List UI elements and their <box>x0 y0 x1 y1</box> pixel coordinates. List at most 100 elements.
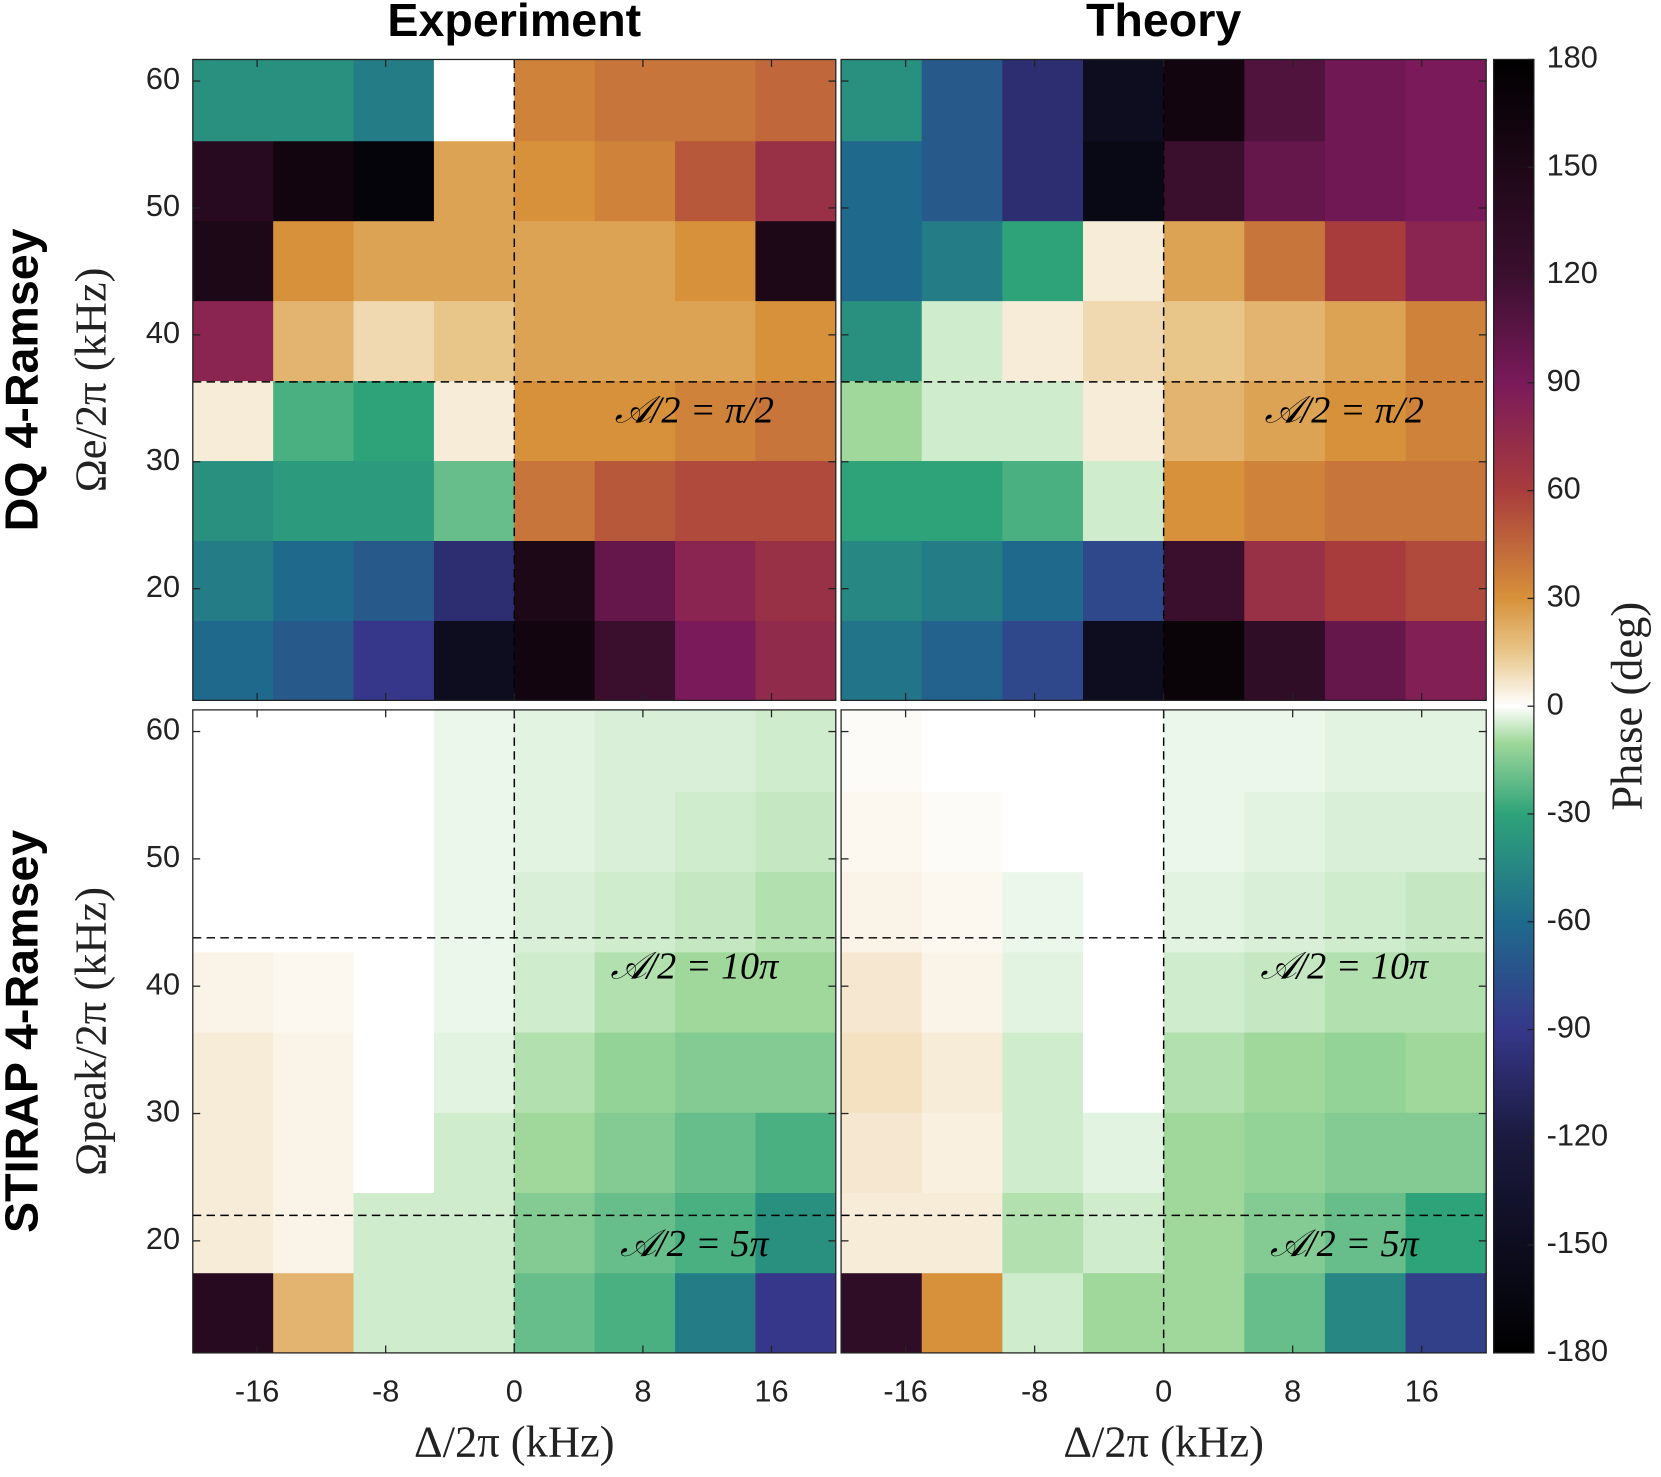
cell <box>1002 220 1084 302</box>
cell <box>1083 620 1165 701</box>
cell <box>1163 1112 1245 1193</box>
cell <box>1002 951 1084 1033</box>
cell <box>514 540 596 621</box>
cell <box>1163 300 1245 382</box>
cell <box>353 460 435 541</box>
y-axis-label: Ωe/2π (kHz) <box>66 268 116 493</box>
y-axis-label: Ωpeak/2π (kHz) <box>66 887 116 1176</box>
cell <box>921 300 1003 382</box>
y-tick-label: 20 <box>146 1221 180 1256</box>
cell <box>675 300 756 382</box>
cell <box>192 871 274 953</box>
cell <box>1163 620 1245 701</box>
cell <box>755 540 836 621</box>
cell <box>514 59 596 142</box>
cell <box>1083 1272 1165 1353</box>
cell <box>353 300 435 382</box>
y-tick-label: 40 <box>146 315 180 350</box>
cell <box>841 1272 923 1353</box>
cell <box>1002 540 1084 621</box>
cell <box>514 1032 596 1113</box>
cell <box>841 460 923 541</box>
row-label: STIRAP 4-Ramsey <box>0 830 48 1233</box>
cell <box>755 1192 836 1274</box>
cell <box>755 59 836 142</box>
cell <box>433 1032 515 1113</box>
colorbar-tick-label: 30 <box>1547 579 1581 614</box>
cell <box>841 709 923 792</box>
cell <box>1244 540 1326 621</box>
cell <box>1083 951 1165 1033</box>
cell <box>594 300 676 382</box>
cell <box>1083 140 1165 222</box>
cell <box>1002 791 1084 873</box>
cell <box>675 1192 756 1274</box>
cell <box>273 951 355 1033</box>
cell <box>1083 1032 1165 1113</box>
cell <box>841 59 923 142</box>
cell <box>514 1272 596 1353</box>
cell <box>675 380 756 462</box>
cell <box>1324 1032 1407 1113</box>
cell <box>192 791 274 873</box>
cell <box>1324 709 1407 792</box>
cell <box>1244 460 1326 541</box>
cell <box>594 871 676 953</box>
cell <box>1083 1112 1165 1193</box>
cell <box>755 1032 836 1113</box>
cell <box>1244 59 1326 142</box>
cell <box>1405 300 1487 382</box>
y-tick-label: 20 <box>146 569 180 604</box>
cell <box>1083 540 1165 621</box>
cell <box>1083 220 1165 302</box>
cell <box>1405 1032 1487 1113</box>
cell <box>1405 709 1487 792</box>
cell <box>594 791 676 873</box>
cell <box>433 1192 515 1274</box>
cell <box>755 1112 836 1193</box>
cell <box>273 620 355 701</box>
x-tick-label: 16 <box>1405 1373 1439 1408</box>
y-tick-label: 30 <box>146 1094 180 1129</box>
x-tick-label: -16 <box>883 1373 927 1408</box>
cell <box>1163 59 1245 142</box>
cell <box>273 871 355 953</box>
cell <box>755 220 836 302</box>
cell <box>755 871 836 953</box>
cell <box>921 709 1003 792</box>
cell <box>675 460 756 541</box>
colorbar-tick-label: -60 <box>1547 902 1591 937</box>
x-tick-label: -8 <box>1021 1373 1048 1408</box>
cell <box>841 871 923 953</box>
cell <box>1002 709 1084 792</box>
annotation: 𝒜/2 = 5π <box>1270 1223 1420 1265</box>
cell <box>1244 871 1326 953</box>
cell <box>353 871 435 953</box>
cell <box>514 380 596 462</box>
cell <box>353 791 435 873</box>
cell <box>1002 140 1084 222</box>
colorbar-tick-label: 180 <box>1547 40 1598 75</box>
colorbar-label: Phase (deg) <box>1602 602 1652 811</box>
cell <box>1405 1272 1487 1353</box>
cell <box>1244 620 1326 701</box>
cell <box>514 1112 596 1193</box>
cell <box>514 1192 596 1274</box>
cell <box>1405 140 1487 222</box>
cell <box>841 380 923 462</box>
cell <box>514 220 596 302</box>
heatmap <box>841 59 1487 701</box>
cell <box>1244 791 1326 873</box>
cell <box>273 59 355 142</box>
cell <box>675 1032 756 1113</box>
panel-title: Experiment <box>387 0 641 46</box>
cell <box>273 380 355 462</box>
cell <box>594 220 676 302</box>
cell <box>594 540 676 621</box>
cell <box>675 791 756 873</box>
cell <box>353 220 435 302</box>
cell <box>353 1192 435 1274</box>
cell <box>841 1112 923 1193</box>
cell <box>1002 620 1084 701</box>
